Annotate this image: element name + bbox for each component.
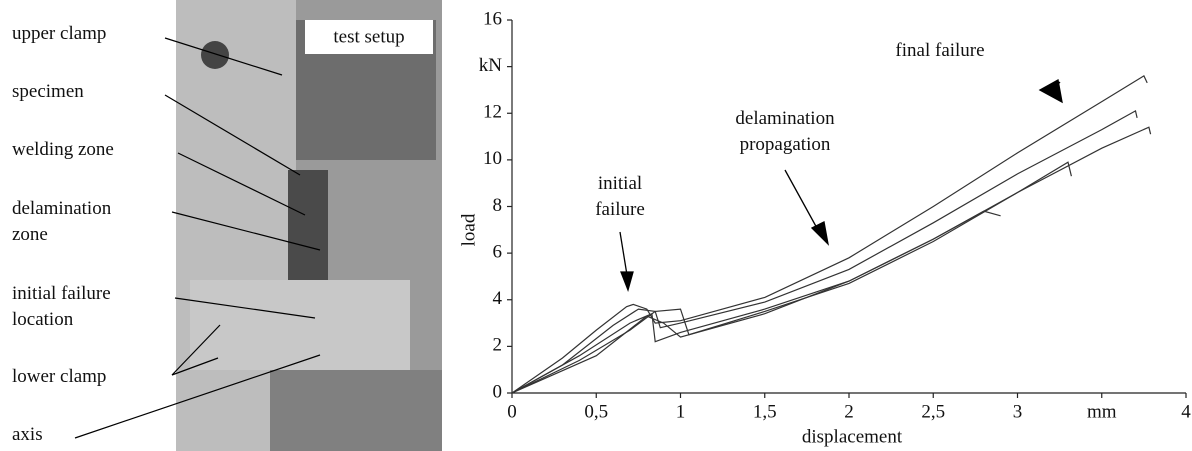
photo-label: lower clamp <box>12 366 106 387</box>
annotation-line: final failure <box>895 40 984 61</box>
x-tick-label: 0,5 <box>584 401 608 422</box>
photo-label: initial failure location <box>12 283 111 330</box>
x-tick-label: 1 <box>676 401 686 422</box>
annotation-line: failure <box>595 199 645 220</box>
y-tick-label: 4 <box>493 288 503 309</box>
x-tick-label: 4 <box>1181 401 1191 422</box>
load-curve <box>511 75 1148 394</box>
photo-label-line: axis <box>12 424 43 445</box>
photo-label: delamination zone <box>12 198 112 245</box>
y-tick-label: 12 <box>483 102 502 123</box>
y-tick-label: 2 <box>493 335 503 356</box>
annotation-line: initial <box>598 173 642 194</box>
load-curve <box>511 126 1152 394</box>
photo-label: axis <box>12 424 43 445</box>
photo-title: test setup <box>333 26 404 47</box>
photo-label-line: lower clamp <box>12 366 106 387</box>
bolt <box>201 41 229 69</box>
x-tick-label: 2 <box>844 401 854 422</box>
leaders <box>74 37 321 439</box>
title-box <box>305 20 433 54</box>
photo-label: welding zone <box>12 139 114 160</box>
y-tick-label: 8 <box>493 195 503 216</box>
y-tick-label: 6 <box>493 241 503 262</box>
load-curve <box>511 161 1072 394</box>
x-tick-label: mm <box>1087 401 1117 422</box>
lower-clamp <box>190 280 410 370</box>
photo-label-line: upper clamp <box>12 23 106 44</box>
y-tick-label: 0 <box>493 381 503 402</box>
load-curve <box>511 109 1138 394</box>
annotation: final failure <box>895 40 984 61</box>
photo-label-line: initial failure <box>12 283 111 304</box>
base-plate <box>270 370 442 451</box>
annotation-line: delamination <box>735 108 835 129</box>
photo-label-line: specimen <box>12 81 84 102</box>
photo-label-line: delamination <box>12 198 112 219</box>
load-curve <box>511 210 1001 394</box>
photo-label: specimen <box>12 81 84 102</box>
photo-label-line: welding zone <box>12 139 114 160</box>
x-tick-label: 3 <box>1013 401 1023 422</box>
annotation: delamination propagation <box>735 108 835 155</box>
x-tick-label: 0 <box>507 401 517 422</box>
photo-label-line: location <box>12 309 74 330</box>
y-tick-label: 16 <box>483 8 502 29</box>
x-tick-label: 1,5 <box>753 401 777 422</box>
photo-label: upper clamp <box>12 23 106 44</box>
annotation-line: propagation <box>740 134 831 155</box>
y-tick-label: 10 <box>483 148 502 169</box>
photo-label-line: zone <box>12 224 48 245</box>
arrows <box>619 78 1063 293</box>
x-tick-label: 2,5 <box>921 401 945 422</box>
y-axis-label: load <box>458 213 479 246</box>
annotation: initial failure <box>595 173 645 220</box>
x-axis-label: displacement <box>802 426 903 447</box>
y-tick-label: kN <box>479 55 503 76</box>
